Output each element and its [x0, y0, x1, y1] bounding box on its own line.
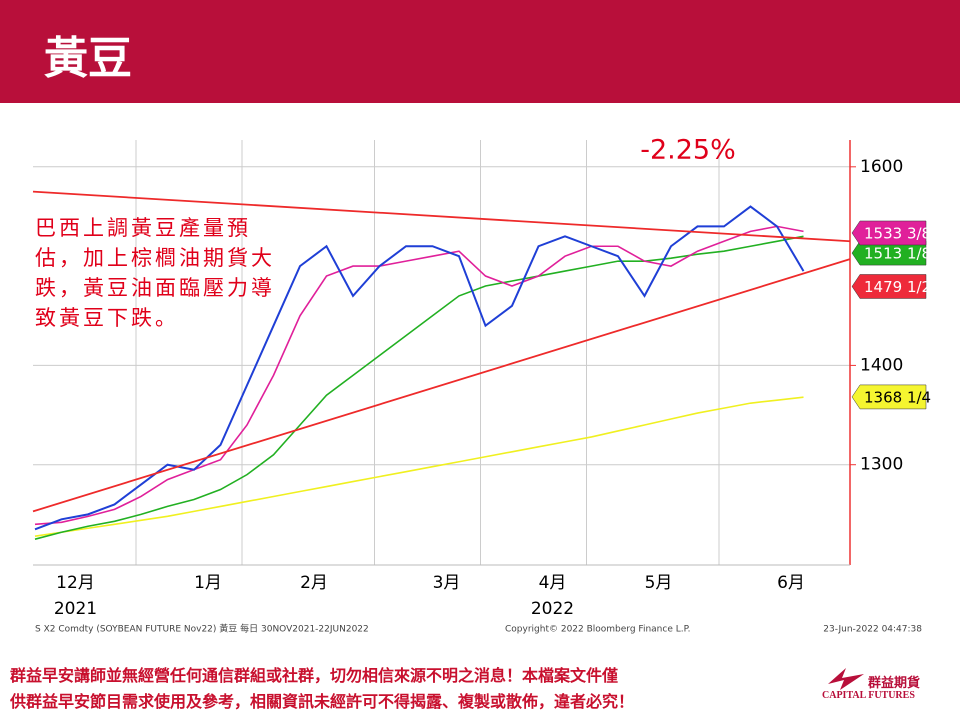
price-tag-label: 1513 1/8: [864, 245, 931, 263]
x-tick-label: 12月: [56, 573, 95, 593]
price-tag-label: 1368 1/4: [864, 388, 931, 406]
y-tick-label: 1300: [860, 455, 903, 475]
logo-icon: [828, 668, 864, 690]
copyright: Copyright© 2022 Bloomberg Finance L.P.: [505, 625, 690, 635]
x-tick-label: 3月: [433, 573, 461, 593]
y-tick-label: 1400: [860, 355, 903, 375]
price-tag: [851, 274, 927, 299]
logo-text: CAPITAL FUTURES: [822, 690, 915, 701]
series-line: [34, 396, 804, 537]
trend-line: [32, 258, 851, 513]
trend-line: [32, 190, 851, 243]
x-tick-label: 5月: [645, 573, 673, 593]
x-tick-label: 4月: [539, 573, 567, 593]
disclaimer: 供群益早安節目需求使用及參考，相關資訊未經許可不得揭露、複製或散佈，違者必究！: [10, 692, 635, 711]
x-tick-label: 6月: [777, 573, 805, 593]
price-tag: [851, 220, 927, 246]
slide-title: 黃豆: [44, 33, 132, 84]
chart: 1300 1400 1600 12月 1月 2月 3月 4月 5月 6月 2021 2022 1513 …: [32, 135, 931, 635]
annotation: 巴西上調黃豆產量預估，加上棕櫚油期貨大跌，黃豆油面臨壓力導致黃豆下跌。: [35, 216, 275, 330]
y-tick-label: 1600: [860, 157, 903, 177]
source: S X2 Comdty (SOYBEAN FUTURE Nov22) 黃豆 每日…: [35, 623, 369, 635]
price-tag-label: 1479 1/2: [864, 278, 931, 296]
series-line: [34, 235, 804, 540]
series-line: [34, 225, 804, 526]
series-line: [34, 205, 805, 531]
price-tag: [851, 384, 927, 410]
x-tick-label: 1月: [194, 573, 222, 593]
disclaimer: 群益早安講師並無經營任何通信群組或社群，切勿相信來源不明之消息！本檔案文件僅: [10, 666, 619, 685]
change-label: -2.25%: [640, 135, 736, 166]
x-tick-label: 2月: [300, 573, 328, 593]
header-bar: [0, 0, 960, 103]
year-label: 2021: [54, 599, 97, 619]
logo-text: 群益期貨: [868, 676, 921, 691]
price-tag-label: 1533 3/8: [864, 224, 931, 242]
timestamp: 23-Jun-2022 04:47:38: [823, 625, 922, 635]
year-label: 2022: [531, 599, 574, 619]
